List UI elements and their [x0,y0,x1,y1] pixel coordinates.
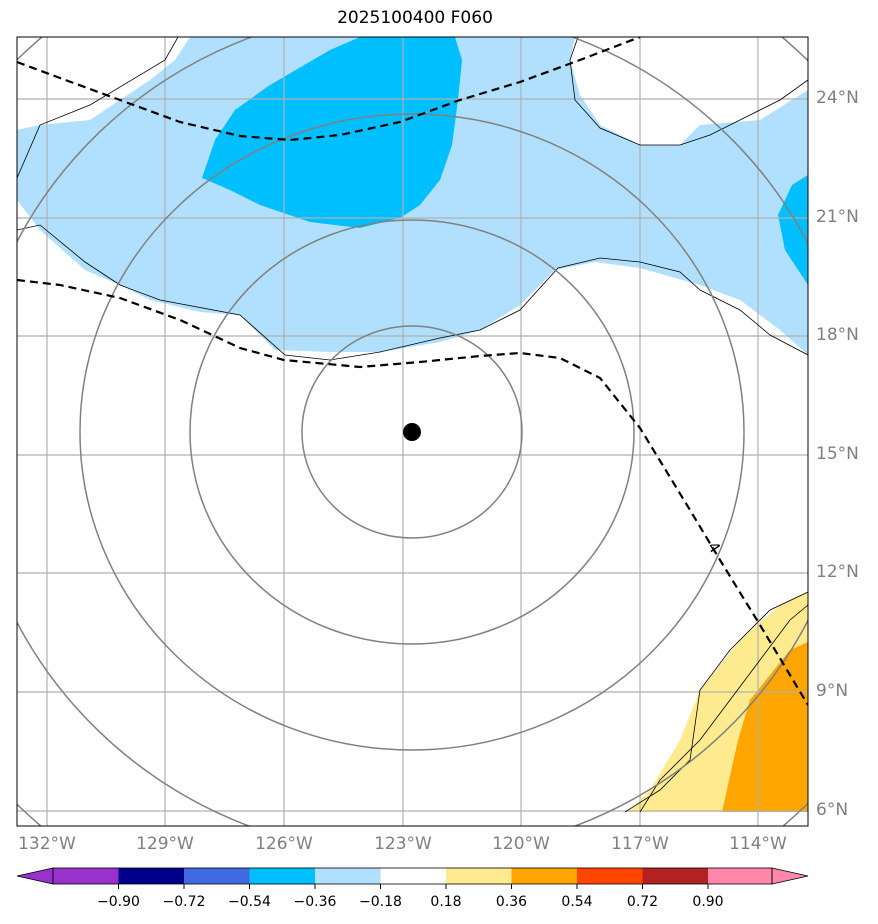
shading-deep-blue-region [202,37,462,228]
lat-label-15n: 15°N [816,444,859,464]
colorbar-tick-label: −0.90 [97,894,140,910]
colorbar-high-extend [771,867,809,885]
colorbar-tick-label: 0.54 [561,894,593,910]
colorbar-tick-label: 0.36 [495,894,528,910]
map-frame [16,36,809,827]
colorbar-tick-label: −0.18 [359,894,402,910]
dashed-contours [17,37,808,706]
lon-label-117w: 117°W [611,834,669,854]
lon-label-120w: 120°W [492,834,550,854]
shading-boundaries [17,37,808,813]
contour-ring-3 [79,113,745,751]
dashed-contour-south [17,278,808,706]
contour-label: -4 [701,534,724,557]
lon-label-114w: 114°W [729,834,787,854]
lat-label-21n: 21°N [816,207,859,227]
lon-label-129w: 129°W [136,834,194,854]
lon-label-126w: 126°W [255,834,313,854]
contour-ring-2 [189,219,635,645]
colorbar-tick-label: 0.18 [430,894,462,910]
lat-label-6n: 6°N [816,800,849,820]
lon-label-132w: 132°W [18,834,76,854]
lat-label-12n: 12°N [816,562,859,582]
colorbar-tick-label: −0.72 [162,894,206,910]
lat-label-24n: 24°N [816,88,859,108]
lat-label-18n: 18°N [816,325,859,345]
shading-orange-region [722,642,808,812]
gridlines [17,37,808,826]
colorbar-tick-label: 0.72 [626,894,659,910]
lon-label-123w: 123°W [374,834,432,854]
colorbar-tick-label: 0.90 [692,894,724,910]
contour-ring-1 [301,325,523,539]
lat-label-9n: 9°N [816,681,849,701]
map-title: 2025100400 F060 [337,8,493,28]
shading-deep-blue-edge [778,175,808,285]
colorbar-tick-label: −0.54 [228,894,271,910]
colorbar-low-extend [16,867,54,885]
storm-center-marker [403,423,421,441]
colorbar [16,867,809,889]
colorbar-tick-label: −0.36 [293,894,337,910]
dashed-contour-north [17,37,641,142]
